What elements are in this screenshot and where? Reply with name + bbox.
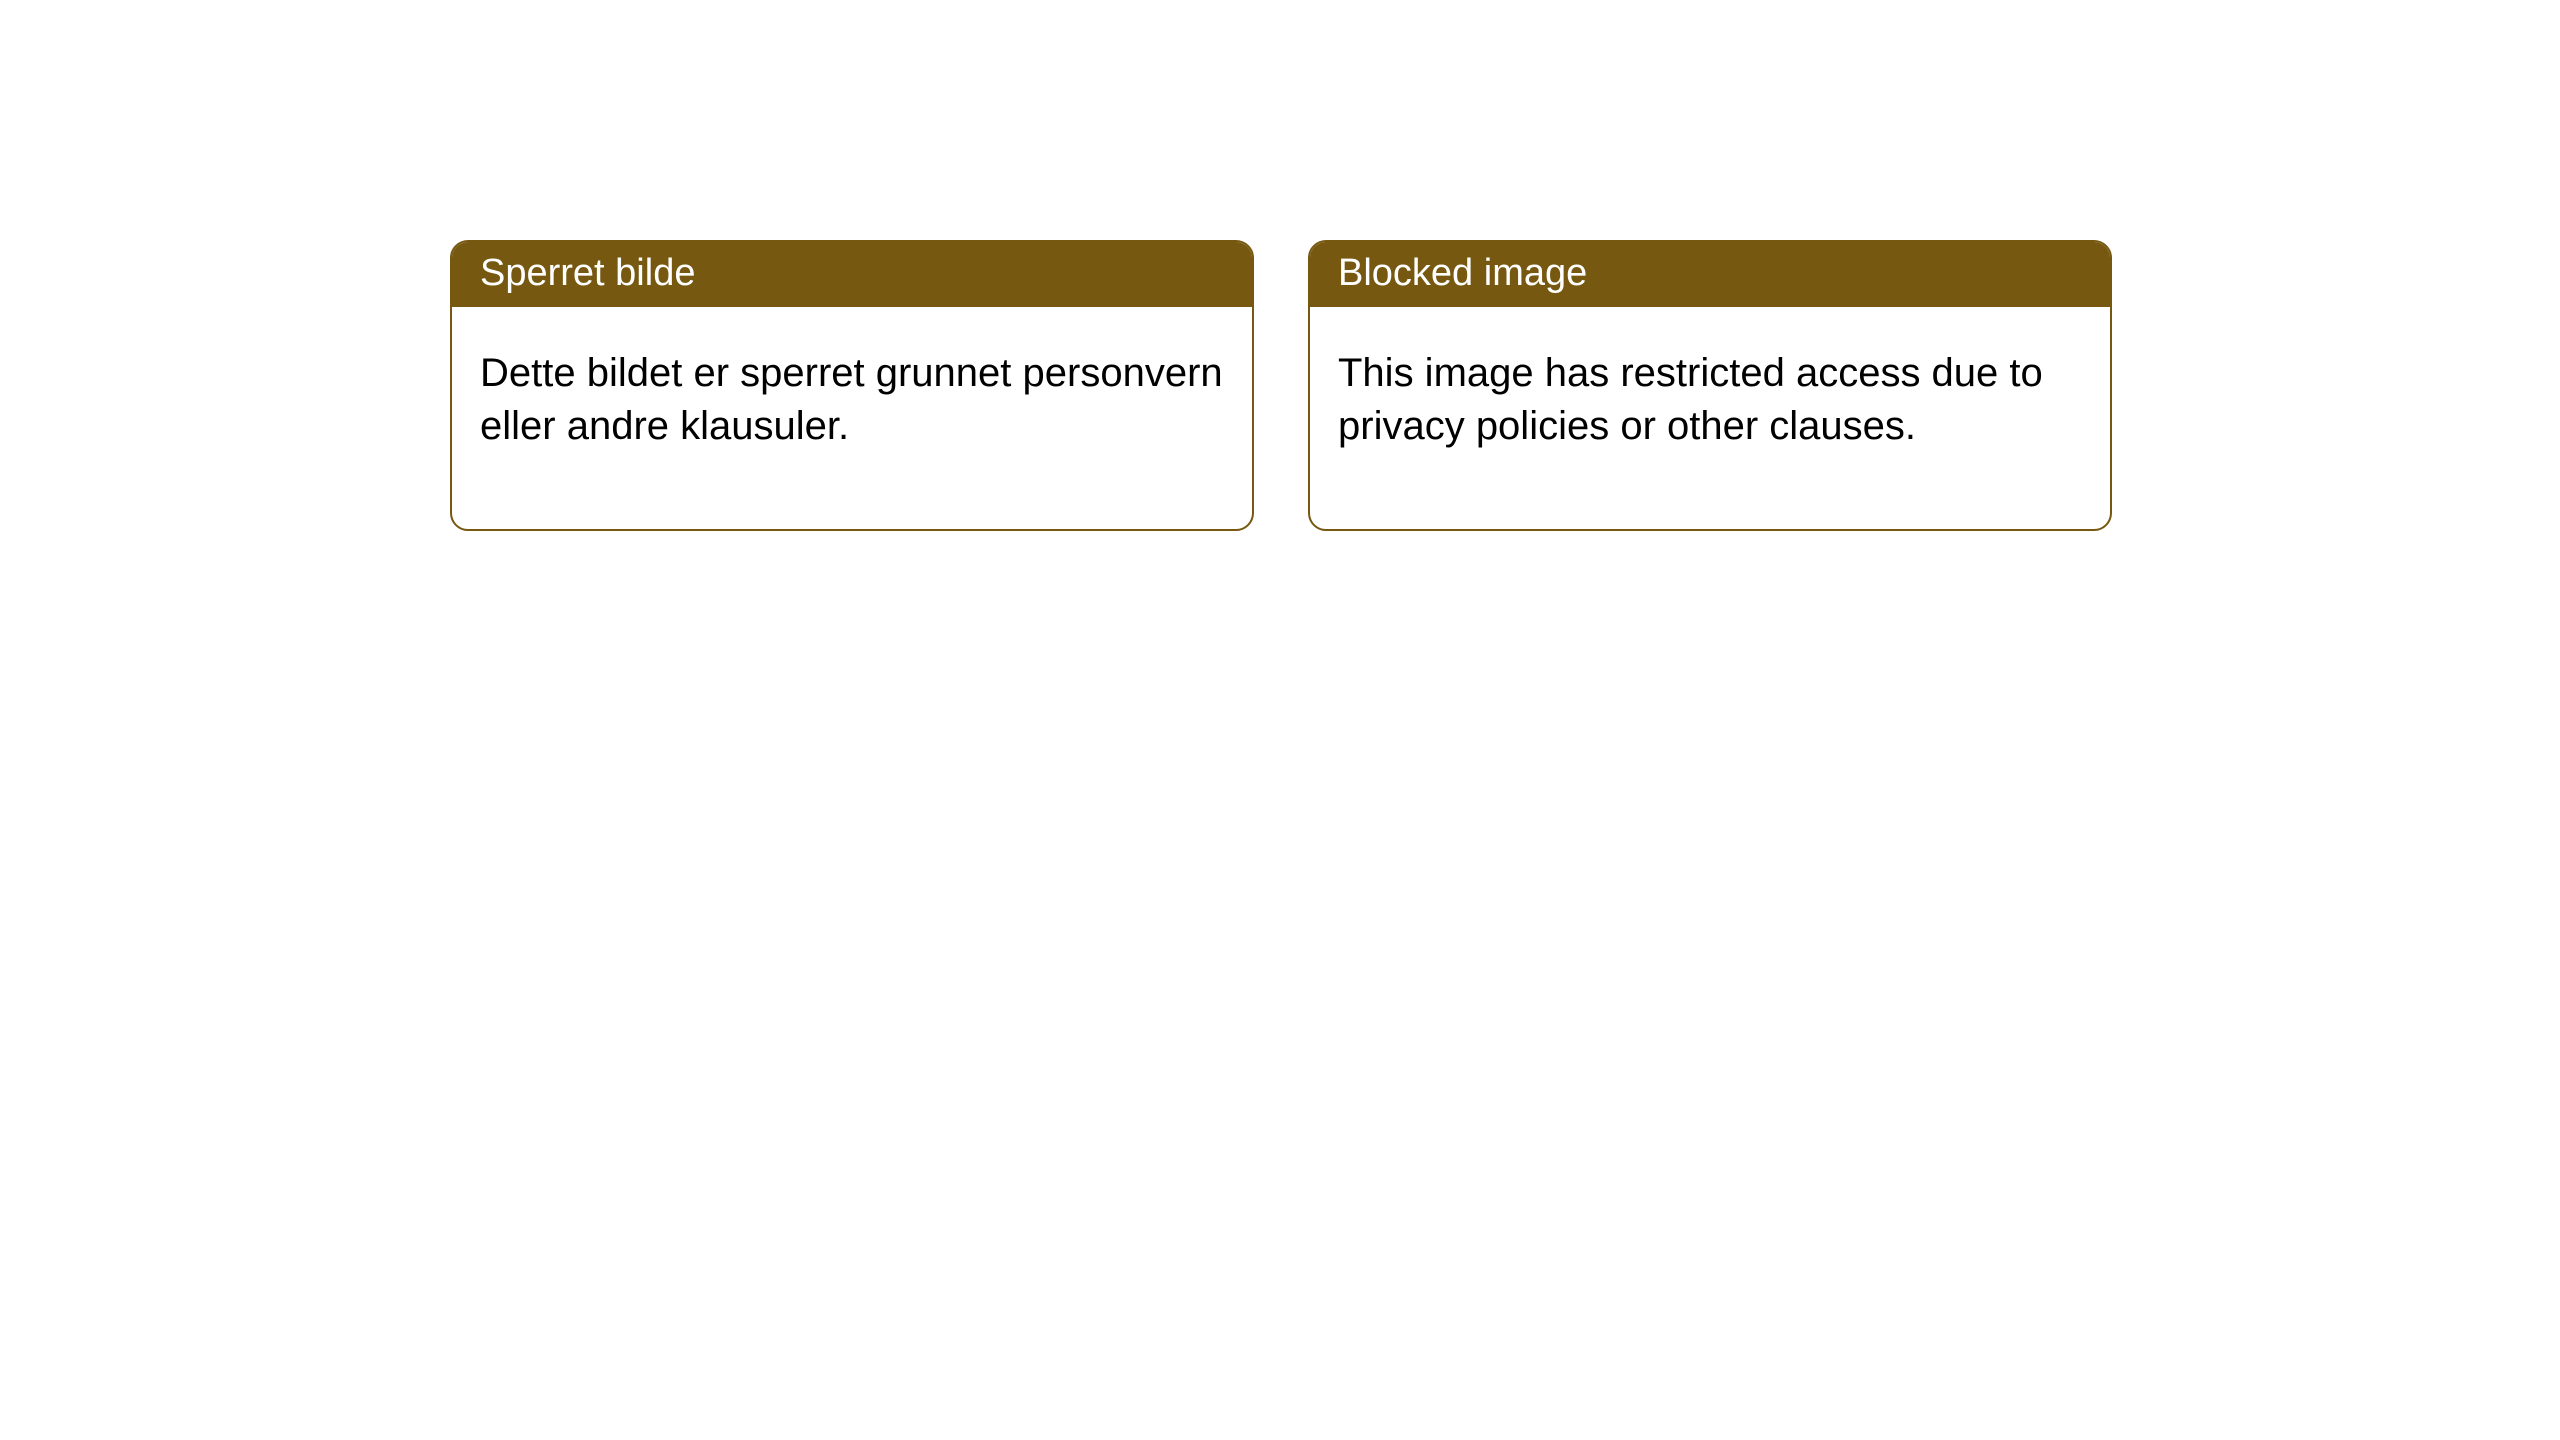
notice-title: Sperret bilde: [480, 252, 695, 294]
notice-card-english: Blocked image This image has restricted …: [1308, 240, 2112, 531]
notice-card-body: Dette bildet er sperret grunnet personve…: [452, 307, 1252, 529]
notice-card-norwegian: Sperret bilde Dette bildet er sperret gr…: [450, 240, 1254, 531]
notice-card-header: Sperret bilde: [452, 242, 1252, 307]
notice-card-header: Blocked image: [1310, 242, 2110, 307]
notice-card-body: This image has restricted access due to …: [1310, 307, 2110, 529]
notice-body-text: Dette bildet er sperret grunnet personve…: [480, 351, 1223, 448]
notice-body-text: This image has restricted access due to …: [1338, 351, 2043, 448]
notice-title: Blocked image: [1338, 252, 1587, 294]
notice-cards-container: Sperret bilde Dette bildet er sperret gr…: [0, 0, 2560, 531]
